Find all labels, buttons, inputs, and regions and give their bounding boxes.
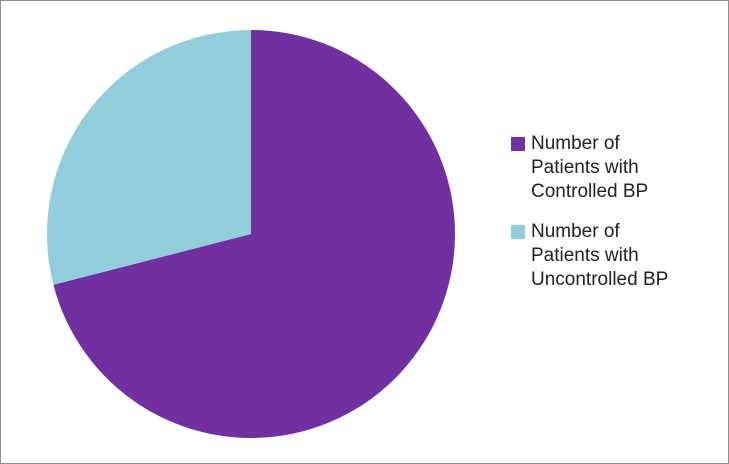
legend-label-controlled: Number of Patients with Controlled BP: [531, 132, 648, 204]
legend-label-uncontrolled: Number of Patients with Uncontrolled BP: [531, 220, 668, 292]
legend: Number of Patients with Controlled BP Nu…: [511, 132, 721, 308]
legend-swatch-controlled: [511, 137, 525, 151]
legend-item-uncontrolled: Number of Patients with Uncontrolled BP: [511, 220, 721, 292]
legend-item-controlled: Number of Patients with Controlled BP: [511, 132, 721, 204]
legend-swatch-uncontrolled: [511, 225, 525, 239]
